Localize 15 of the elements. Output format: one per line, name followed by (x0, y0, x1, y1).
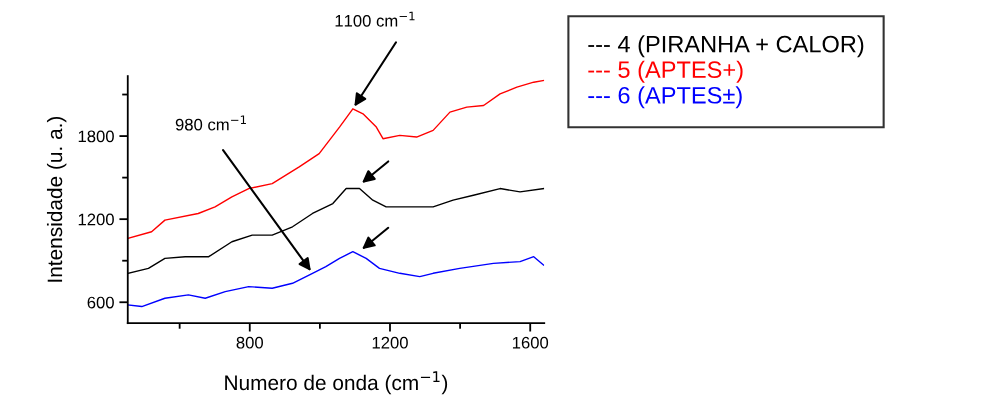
y-tick-label: 600 (87, 296, 114, 309)
line-series (127, 79, 545, 240)
line-series (127, 251, 545, 308)
x-axis-title: Numero de onda (cm$^{−1}$) (225, 371, 448, 395)
series-label: --- 5 (APTES+) (588, 60, 743, 83)
annotation: 980 cm$^{−1}$ (175, 115, 246, 131)
annotation: 1100 cm$^{−1}$ (335, 11, 415, 27)
y-tick-label: 1200 (78, 213, 114, 226)
x-tick-label: 1600 (512, 336, 549, 349)
y-tick-label: 1800 (78, 130, 114, 143)
text: --- 6 (APTES±) (588, 86, 742, 109)
x-tick-label: 800 (236, 336, 264, 349)
text: --- 4 (PIRANHA + CALOR) (588, 35, 864, 58)
x-tick-label: 1200 (372, 336, 408, 349)
y-axis-title: Intensidade (u. a.) (46, 116, 67, 282)
